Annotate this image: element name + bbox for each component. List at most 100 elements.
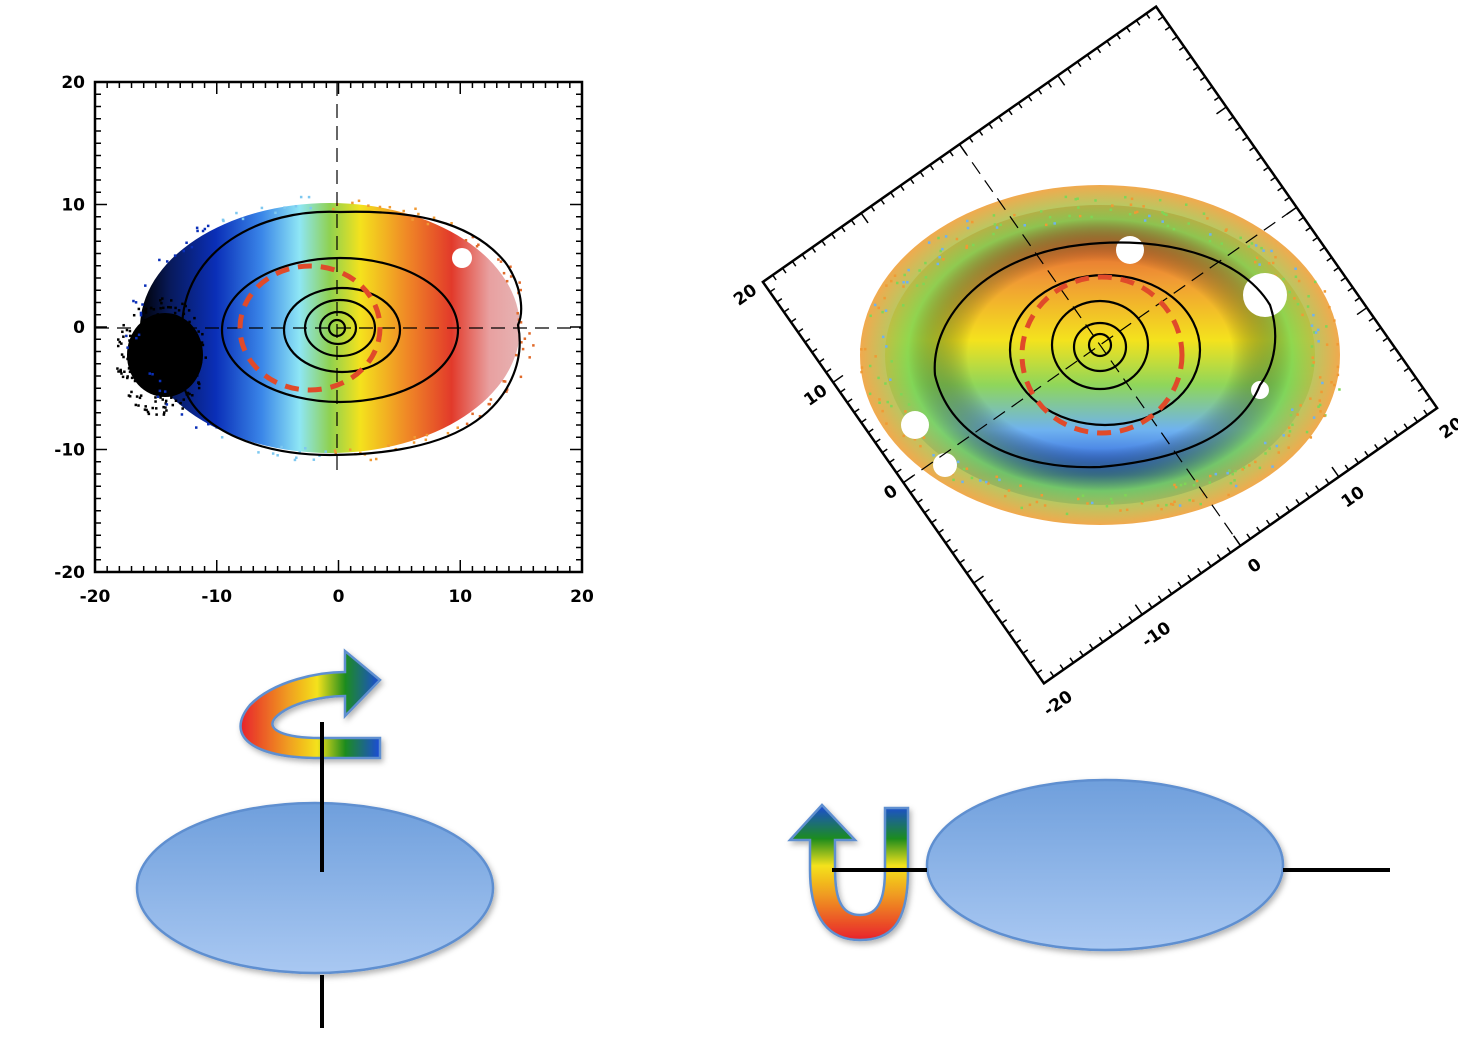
left-speckle <box>135 395 139 398</box>
right-x-tick <box>1027 95 1033 102</box>
right-speckle <box>1161 211 1164 214</box>
left-speckle <box>131 360 134 363</box>
right-white-spot-5 <box>1116 236 1144 264</box>
right-x-tick <box>1344 464 1350 471</box>
left-speckle <box>162 379 165 383</box>
right-x-tick <box>958 143 967 155</box>
left-speckle <box>348 448 352 451</box>
left-speckle <box>146 355 149 359</box>
left-speckle <box>125 334 128 338</box>
left-speckle <box>146 385 150 388</box>
right-y-tick <box>1426 407 1438 416</box>
right-speckle <box>1301 313 1304 317</box>
left-speckle <box>200 341 204 344</box>
left-speckle <box>179 377 183 380</box>
left-speckle <box>294 204 298 208</box>
right-speckle <box>903 273 906 277</box>
right-y-tick <box>811 348 818 353</box>
right-speckle <box>1258 466 1262 470</box>
right-x-tick <box>1108 629 1114 636</box>
left-speckle <box>138 351 141 354</box>
right-speckle <box>1135 210 1139 214</box>
right-x-tick <box>1066 68 1072 74</box>
right-y-tick <box>1326 256 1333 262</box>
left-speckle <box>188 323 192 327</box>
right-x-tick <box>1295 499 1301 505</box>
right-x-tick <box>1134 604 1143 615</box>
right-speckle <box>1336 343 1339 346</box>
right-speckle <box>1220 242 1224 245</box>
right-x-tick <box>1059 664 1065 671</box>
left-speckle <box>130 354 133 357</box>
right-y-tick <box>902 475 914 484</box>
right-speckle <box>1109 497 1113 501</box>
right-speckle <box>1209 233 1212 236</box>
left-speckle <box>163 387 166 390</box>
right-speckle <box>860 348 863 351</box>
left-speckle <box>144 405 147 408</box>
right-speckle <box>1271 261 1275 265</box>
right-speckle <box>995 226 999 229</box>
right-speckle <box>1171 503 1175 506</box>
left-speckle <box>116 367 119 370</box>
left-speckle <box>509 275 513 278</box>
left-rotation-diagram <box>135 648 495 1028</box>
right-x-tick <box>1036 673 1045 684</box>
right-x-tick <box>1079 650 1084 657</box>
right-speckle <box>1209 474 1212 478</box>
left-speckle <box>478 414 482 418</box>
right-speckle <box>1317 340 1320 343</box>
left-speckle <box>260 206 264 210</box>
left-speckle <box>165 260 169 263</box>
right-speckle <box>1020 506 1023 510</box>
left-speckle <box>169 332 172 336</box>
right-speckle <box>927 241 931 244</box>
left-speckle <box>127 355 130 359</box>
right-speckle <box>971 220 974 224</box>
right-x-tick <box>870 205 876 212</box>
right-x-tick <box>1086 54 1092 61</box>
right-speckle <box>1140 501 1144 505</box>
right-speckle <box>1297 279 1301 283</box>
right-speckle <box>1174 485 1178 489</box>
left-speckle <box>193 316 196 320</box>
left-speckle <box>139 311 143 315</box>
right-speckle <box>998 478 1001 482</box>
left-speckle <box>160 384 163 388</box>
right-y-tick <box>881 448 888 454</box>
right-speckle <box>1165 503 1168 507</box>
right-y-tick-label: 10 <box>800 381 831 411</box>
left-velocity-map: -20 -10 0 10 20 20 10 0 -10 -20 <box>54 73 594 607</box>
right-speckle <box>1323 290 1327 293</box>
right-speckle <box>1208 239 1212 243</box>
left-speckle <box>151 406 154 410</box>
right-speckle <box>924 276 928 279</box>
right-speckle <box>936 262 940 266</box>
right-y-tick <box>762 274 774 283</box>
left-speckle <box>167 305 170 309</box>
left-speckle <box>166 391 169 395</box>
right-x-tick <box>1364 450 1369 457</box>
right-speckle <box>1007 489 1011 492</box>
right-y-tick <box>1199 76 1206 81</box>
right-speckle <box>966 219 969 223</box>
right-x-tick <box>1233 535 1242 547</box>
right-y-tick <box>1270 176 1276 182</box>
right-speckle <box>1313 331 1316 334</box>
left-speckle <box>185 241 188 245</box>
right-speckle <box>1317 405 1320 408</box>
left-speckle <box>518 281 521 284</box>
left-speckle <box>191 362 194 366</box>
right-speckle <box>1309 436 1313 439</box>
left-speckle <box>477 243 480 247</box>
right-y-tick <box>1417 387 1424 393</box>
right-y-tick <box>1319 246 1326 252</box>
left-speckle <box>425 433 429 437</box>
left-speckle <box>151 345 155 348</box>
left-speckle <box>139 313 143 317</box>
left-speckle <box>122 335 125 338</box>
right-speckle <box>1310 324 1314 327</box>
left-speckle <box>173 311 177 315</box>
right-speckle <box>1053 222 1056 225</box>
left-speckle <box>183 344 187 348</box>
